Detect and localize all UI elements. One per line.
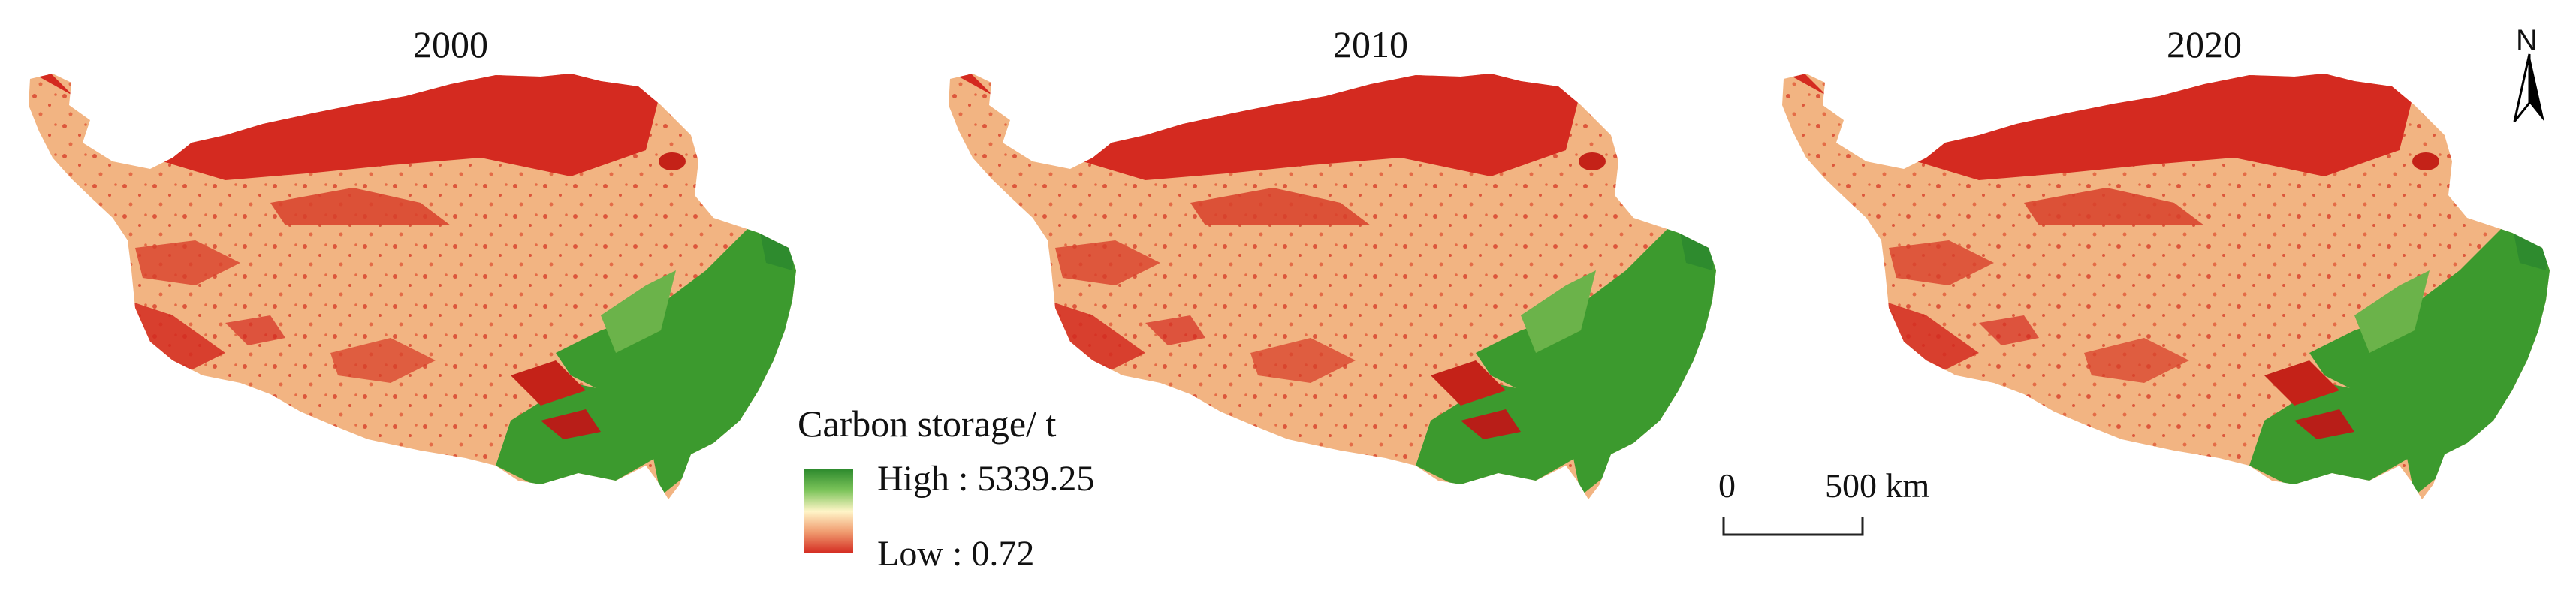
carbon-storage-map bbox=[29, 74, 796, 499]
legend: Carbon storage/ t High : 5339.25 Low : 0… bbox=[798, 402, 1173, 589]
scale-bar: 0 500 km bbox=[1705, 466, 1929, 541]
map-panel-2020: 2020 bbox=[1754, 0, 2576, 600]
scale-bar-line bbox=[1722, 517, 1864, 536]
panel-year-title: 2020 bbox=[2167, 23, 2242, 65]
north-arrow-icon bbox=[2513, 53, 2546, 123]
carbon-storage-map bbox=[1782, 74, 2550, 499]
map-panel-2010: 2010 bbox=[920, 0, 1746, 600]
north-label: N bbox=[2516, 24, 2538, 57]
legend-high-label: High : 5339.25 bbox=[877, 459, 1095, 499]
north-arrow: N bbox=[2507, 24, 2552, 137]
scale-end-label: 500 km bbox=[1825, 466, 1930, 505]
panel-year-title: 2000 bbox=[413, 23, 488, 65]
map-panel-2000: 2000 bbox=[0, 0, 826, 600]
legend-color-ramp bbox=[804, 469, 853, 553]
legend-low-label: Low : 0.72 bbox=[877, 534, 1035, 574]
legend-title: Carbon storage/ t bbox=[798, 403, 1057, 445]
scale-start-label: 0 bbox=[1718, 466, 1736, 505]
panel-year-title: 2010 bbox=[1333, 23, 1408, 65]
